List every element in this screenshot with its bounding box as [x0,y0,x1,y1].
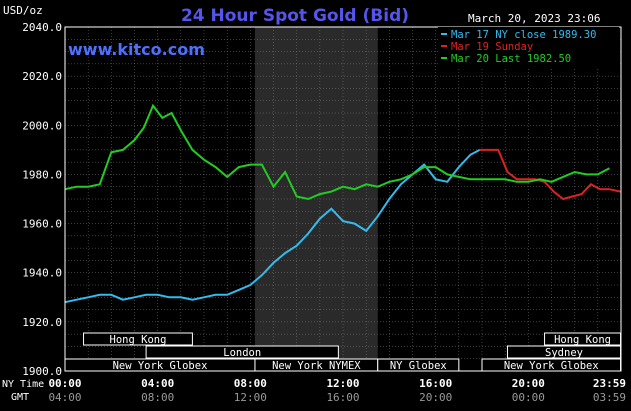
session-label: Hong Kong [110,334,167,346]
timestamp: March 20, 2023 23:06 [468,12,600,25]
x-tick-label-ny: 23:59 [593,377,626,390]
session-box [83,332,193,346]
x-tick-label-gmt: 20:00 [419,391,452,404]
legend-entry: Mar 19 Sunday [451,41,533,53]
chart-title: 24 Hour Spot Gold (Bid) [181,6,409,26]
y-tick-label: 2020.0 [22,70,62,83]
brand-text: www.kitco.com [68,40,205,59]
session-label: Sydney [545,347,583,359]
series-line-1 [479,148,621,201]
x-tick-label-ny: 20:00 [512,377,545,390]
x-tick-label-ny: 08:00 [234,377,267,390]
session-box [145,345,339,359]
legend-box [438,27,619,67]
x-tick-label-gmt: 03:59 [593,391,626,404]
y-axis-label: USD/oz [3,4,43,17]
session-label: New York Globex [113,360,208,372]
y-tick-label: 1940.0 [22,267,62,280]
y-tick-label: 1900.0 [22,365,62,378]
y-tick-label: 2000.0 [22,119,62,132]
x-row-label-ny: NY Time [2,379,44,390]
y-tick-label: 1980.0 [22,168,62,181]
x-tick-label-gmt: 12:00 [234,391,267,404]
y-tick-label: 1920.0 [22,316,62,329]
x-tick-label-gmt: 08:00 [141,391,174,404]
x-tick-label-ny: 00:00 [48,377,81,390]
x-row-label-gmt: GMT [11,392,29,403]
y-tick-label: 1960.0 [22,218,62,231]
x-tick-label-gmt: 00:00 [512,391,545,404]
session-label: London [223,347,261,359]
x-tick-label-ny: 12:00 [326,377,359,390]
session-label: New York Globex [504,360,599,372]
plot-border [64,26,622,372]
legend-entry: Mar 17 NY close 1989.30 [451,29,596,41]
session-label: Hong Kong [554,334,611,346]
session-label: NY Globex [390,360,447,372]
y-tick-label: 2040.0 [22,21,62,34]
x-tick-label-gmt: 04:00 [48,391,81,404]
x-tick-label-ny: 16:00 [419,377,452,390]
series-line-2 [64,103,610,201]
session-label: New York NYMEX [272,360,361,372]
legend-entry: Mar 20 Last 1982.50 [451,53,571,65]
x-tick-label-gmt: 16:00 [326,391,359,404]
x-tick-label-ny: 04:00 [141,377,174,390]
